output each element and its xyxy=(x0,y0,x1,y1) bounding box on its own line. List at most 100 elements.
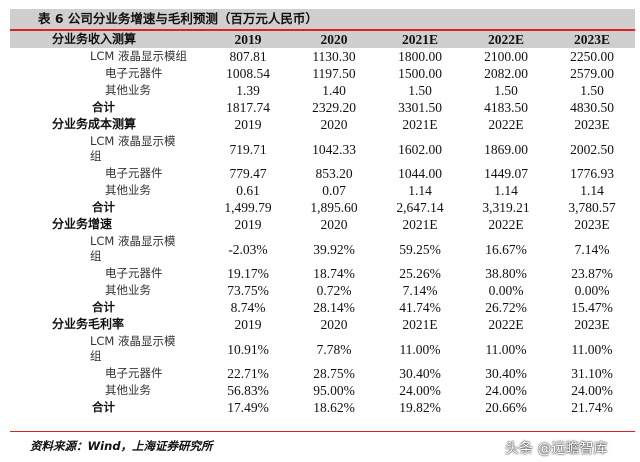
cell-value: 7.14% xyxy=(402,283,438,298)
cell-value: 1008.54 xyxy=(226,66,270,81)
year-header: 2023E xyxy=(574,117,610,132)
row-label: 其他业务 xyxy=(105,383,151,397)
table-row: 电子元器件 22.71% 28.75% 30.40% 30.40% 31.10% xyxy=(10,365,635,382)
cell-value: 2100.00 xyxy=(484,49,528,64)
year-header: 2022E xyxy=(488,317,524,332)
cell-value: 1.50 xyxy=(408,83,432,98)
cell-value: 24.00% xyxy=(485,383,527,398)
row-label: LCM 液晶显示模组 xyxy=(90,234,176,263)
row-label: 其他业务 xyxy=(105,283,151,297)
year-header: 2020 xyxy=(291,31,377,48)
cell-value: 4830.50 xyxy=(570,100,614,115)
year-header: 2020 xyxy=(320,117,348,132)
section-header-row: 分业务成本测算 2019 2020 2021E 2022E 2023E xyxy=(10,116,635,133)
table-row: 合计 1817.74 2329.20 3301.50 4183.50 4830.50 xyxy=(10,99,635,116)
cell-value: 2,647.14 xyxy=(396,200,444,215)
section-title: 分业务成本测算 xyxy=(52,117,137,131)
cell-value: 8.74% xyxy=(230,300,266,315)
row-label: 其他业务 xyxy=(105,83,151,97)
cell-value: 807.81 xyxy=(229,49,267,64)
row-label: 电子元器件 xyxy=(105,66,163,80)
row-label: LCM 液晶显示模组 xyxy=(90,49,188,63)
cell-value: 56.83% xyxy=(227,383,269,398)
year-header: 2020 xyxy=(320,317,348,332)
row-label: 电子元器件 xyxy=(105,366,163,380)
cell-value: -2.03% xyxy=(228,241,268,257)
cell-value: 2002.50 xyxy=(570,141,614,157)
row-label: LCM 液晶显示模组 xyxy=(90,134,176,163)
cell-value: 3,319.21 xyxy=(482,200,530,215)
year-header: 2022E xyxy=(488,217,524,232)
cell-value: 7.78% xyxy=(316,341,352,357)
cell-value: 19.17% xyxy=(227,266,269,281)
cell-value: 1602.00 xyxy=(398,141,442,157)
cell-value: 1449.07 xyxy=(484,166,528,181)
cell-value: 1,895.60 xyxy=(310,200,358,215)
source-note: 资料来源：Wind，上海证券研究所 xyxy=(30,439,213,453)
cell-value: 1.50 xyxy=(580,83,604,98)
cell-value: 23.87% xyxy=(571,266,613,281)
section-title: 分业务毛利率 xyxy=(52,317,125,331)
cell-value: 73.75% xyxy=(227,283,269,298)
cell-value: 19.82% xyxy=(399,400,441,415)
cell-value: 719.71 xyxy=(229,141,267,157)
table-row: 其他业务 0.61 0.07 1.14 1.14 1.14 xyxy=(10,182,635,199)
cell-value: 15.47% xyxy=(571,300,613,315)
table-row: LCM 液晶显示模组 807.81 1130.30 1800.00 2100.00 225… xyxy=(10,48,635,65)
year-header: 2022E xyxy=(488,117,524,132)
cell-value: 1500.00 xyxy=(398,66,442,81)
cell-value: 779.47 xyxy=(229,166,267,181)
section-header-row: 分业务增速 2019 2020 2021E 2022E 2023E xyxy=(10,216,635,233)
section-title: 分业务收入测算 xyxy=(10,31,205,48)
forecast-table: 分业务收入测算 2019 2020 2021E 2022E 2023E LCM 液晶显示模组… xyxy=(10,31,635,416)
year-header: 2022E xyxy=(463,31,549,48)
cell-value: 21.74% xyxy=(571,400,613,415)
cell-value: 17.49% xyxy=(227,400,269,415)
table-row: 电子元器件 1008.54 1197.50 1500.00 2082.00 2579.00 xyxy=(10,65,635,82)
table-row: 合计 1,499.79 1,895.60 2,647.14 3,319.21 3,780.… xyxy=(10,199,635,216)
cell-value: 3301.50 xyxy=(398,100,442,115)
table-row: LCM 液晶显示模组 10.91% 7.78% 11.00% 11.00% 11.00% xyxy=(10,333,635,365)
table-row: LCM 液晶显示模组 -2.03% 39.92% 59.25% 16.67% 7.14% xyxy=(10,233,635,265)
cell-value: 1817.74 xyxy=(226,100,270,115)
table-row: 合计 8.74% 28.14% 41.74% 26.72% 15.47% xyxy=(10,299,635,316)
cell-value: 30.40% xyxy=(485,366,527,381)
year-header: 2023E xyxy=(574,317,610,332)
row-label: 合计 xyxy=(92,200,115,214)
cell-value: 1044.00 xyxy=(398,166,442,181)
cell-value: 3,780.57 xyxy=(568,200,616,215)
cell-value: 38.80% xyxy=(485,266,527,281)
cell-value: 2082.00 xyxy=(484,66,528,81)
year-header: 2021E xyxy=(402,117,438,132)
year-header: 2021E xyxy=(402,317,438,332)
cell-value: 18.74% xyxy=(313,266,355,281)
cell-value: 0.61 xyxy=(236,183,260,198)
cell-value: 24.00% xyxy=(399,383,441,398)
row-label: 合计 xyxy=(92,400,115,414)
cell-value: 2250.00 xyxy=(570,49,614,64)
section-title: 分业务增速 xyxy=(52,217,113,231)
table-row: 电子元器件 779.47 853.20 1044.00 1449.07 1776.93 xyxy=(10,165,635,182)
cell-value: 7.14% xyxy=(574,241,610,257)
cell-value: 59.25% xyxy=(399,241,441,257)
row-label: LCM 液晶显示模组 xyxy=(90,334,176,363)
table-title: 表 6 公司分业务增速与毛利预测（百万元人民币） xyxy=(10,9,635,29)
row-label: 电子元器件 xyxy=(105,166,163,180)
cell-value: 0.00% xyxy=(488,283,524,298)
cell-value: 28.75% xyxy=(313,366,355,381)
year-header: 2021E xyxy=(402,217,438,232)
cell-value: 1130.30 xyxy=(312,49,356,64)
cell-value: 1.50 xyxy=(494,83,518,98)
row-label: 合计 xyxy=(92,300,115,314)
cell-value: 2579.00 xyxy=(570,66,614,81)
year-header: 2023E xyxy=(574,217,610,232)
watermark: 头条 @远瞻智库 xyxy=(505,441,608,457)
cell-value: 1.14 xyxy=(580,183,604,198)
year-header: 2021E xyxy=(377,31,463,48)
cell-value: 1776.93 xyxy=(570,166,614,181)
cell-value: 1042.33 xyxy=(312,141,356,157)
cell-value: 1.14 xyxy=(408,183,432,198)
cell-value: 16.67% xyxy=(485,241,527,257)
table-row: 合计 17.49% 18.62% 19.82% 20.66% 21.74% xyxy=(10,399,635,416)
year-header: 2019 xyxy=(234,117,262,132)
